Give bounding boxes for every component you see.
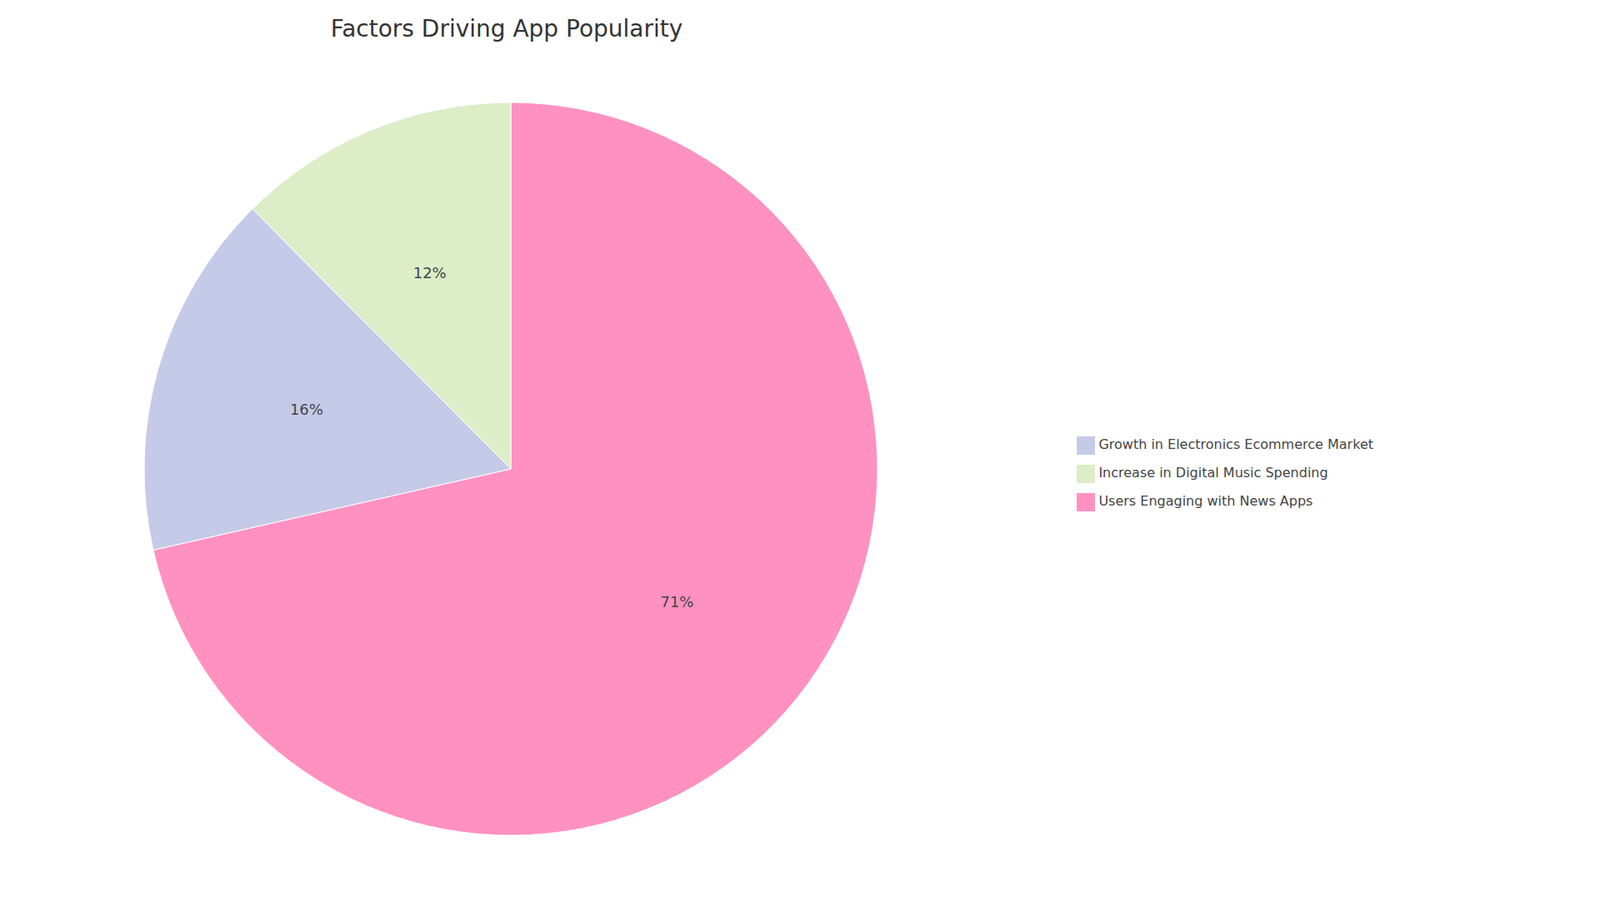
- svg-text:16%: 16%: [290, 400, 324, 419]
- svg-text:12%: 12%: [413, 264, 447, 282]
- html-text:Factors Driving App Popularity: Factors Driving App Popularity: [330, 15, 683, 43]
- html-text:Increase in Digital Music Spen: Increase in Digital Music Spending: [1098, 465, 1328, 481]
- svg-text:71%: 71%: [660, 593, 694, 611]
- html-text:Growth in Electronics Ecommerc: Growth in Electronics Ecommerce Market: [1098, 436, 1374, 453]
- html-text:Users Engaging with News Apps: Users Engaging with News Apps: [1098, 493, 1313, 510]
